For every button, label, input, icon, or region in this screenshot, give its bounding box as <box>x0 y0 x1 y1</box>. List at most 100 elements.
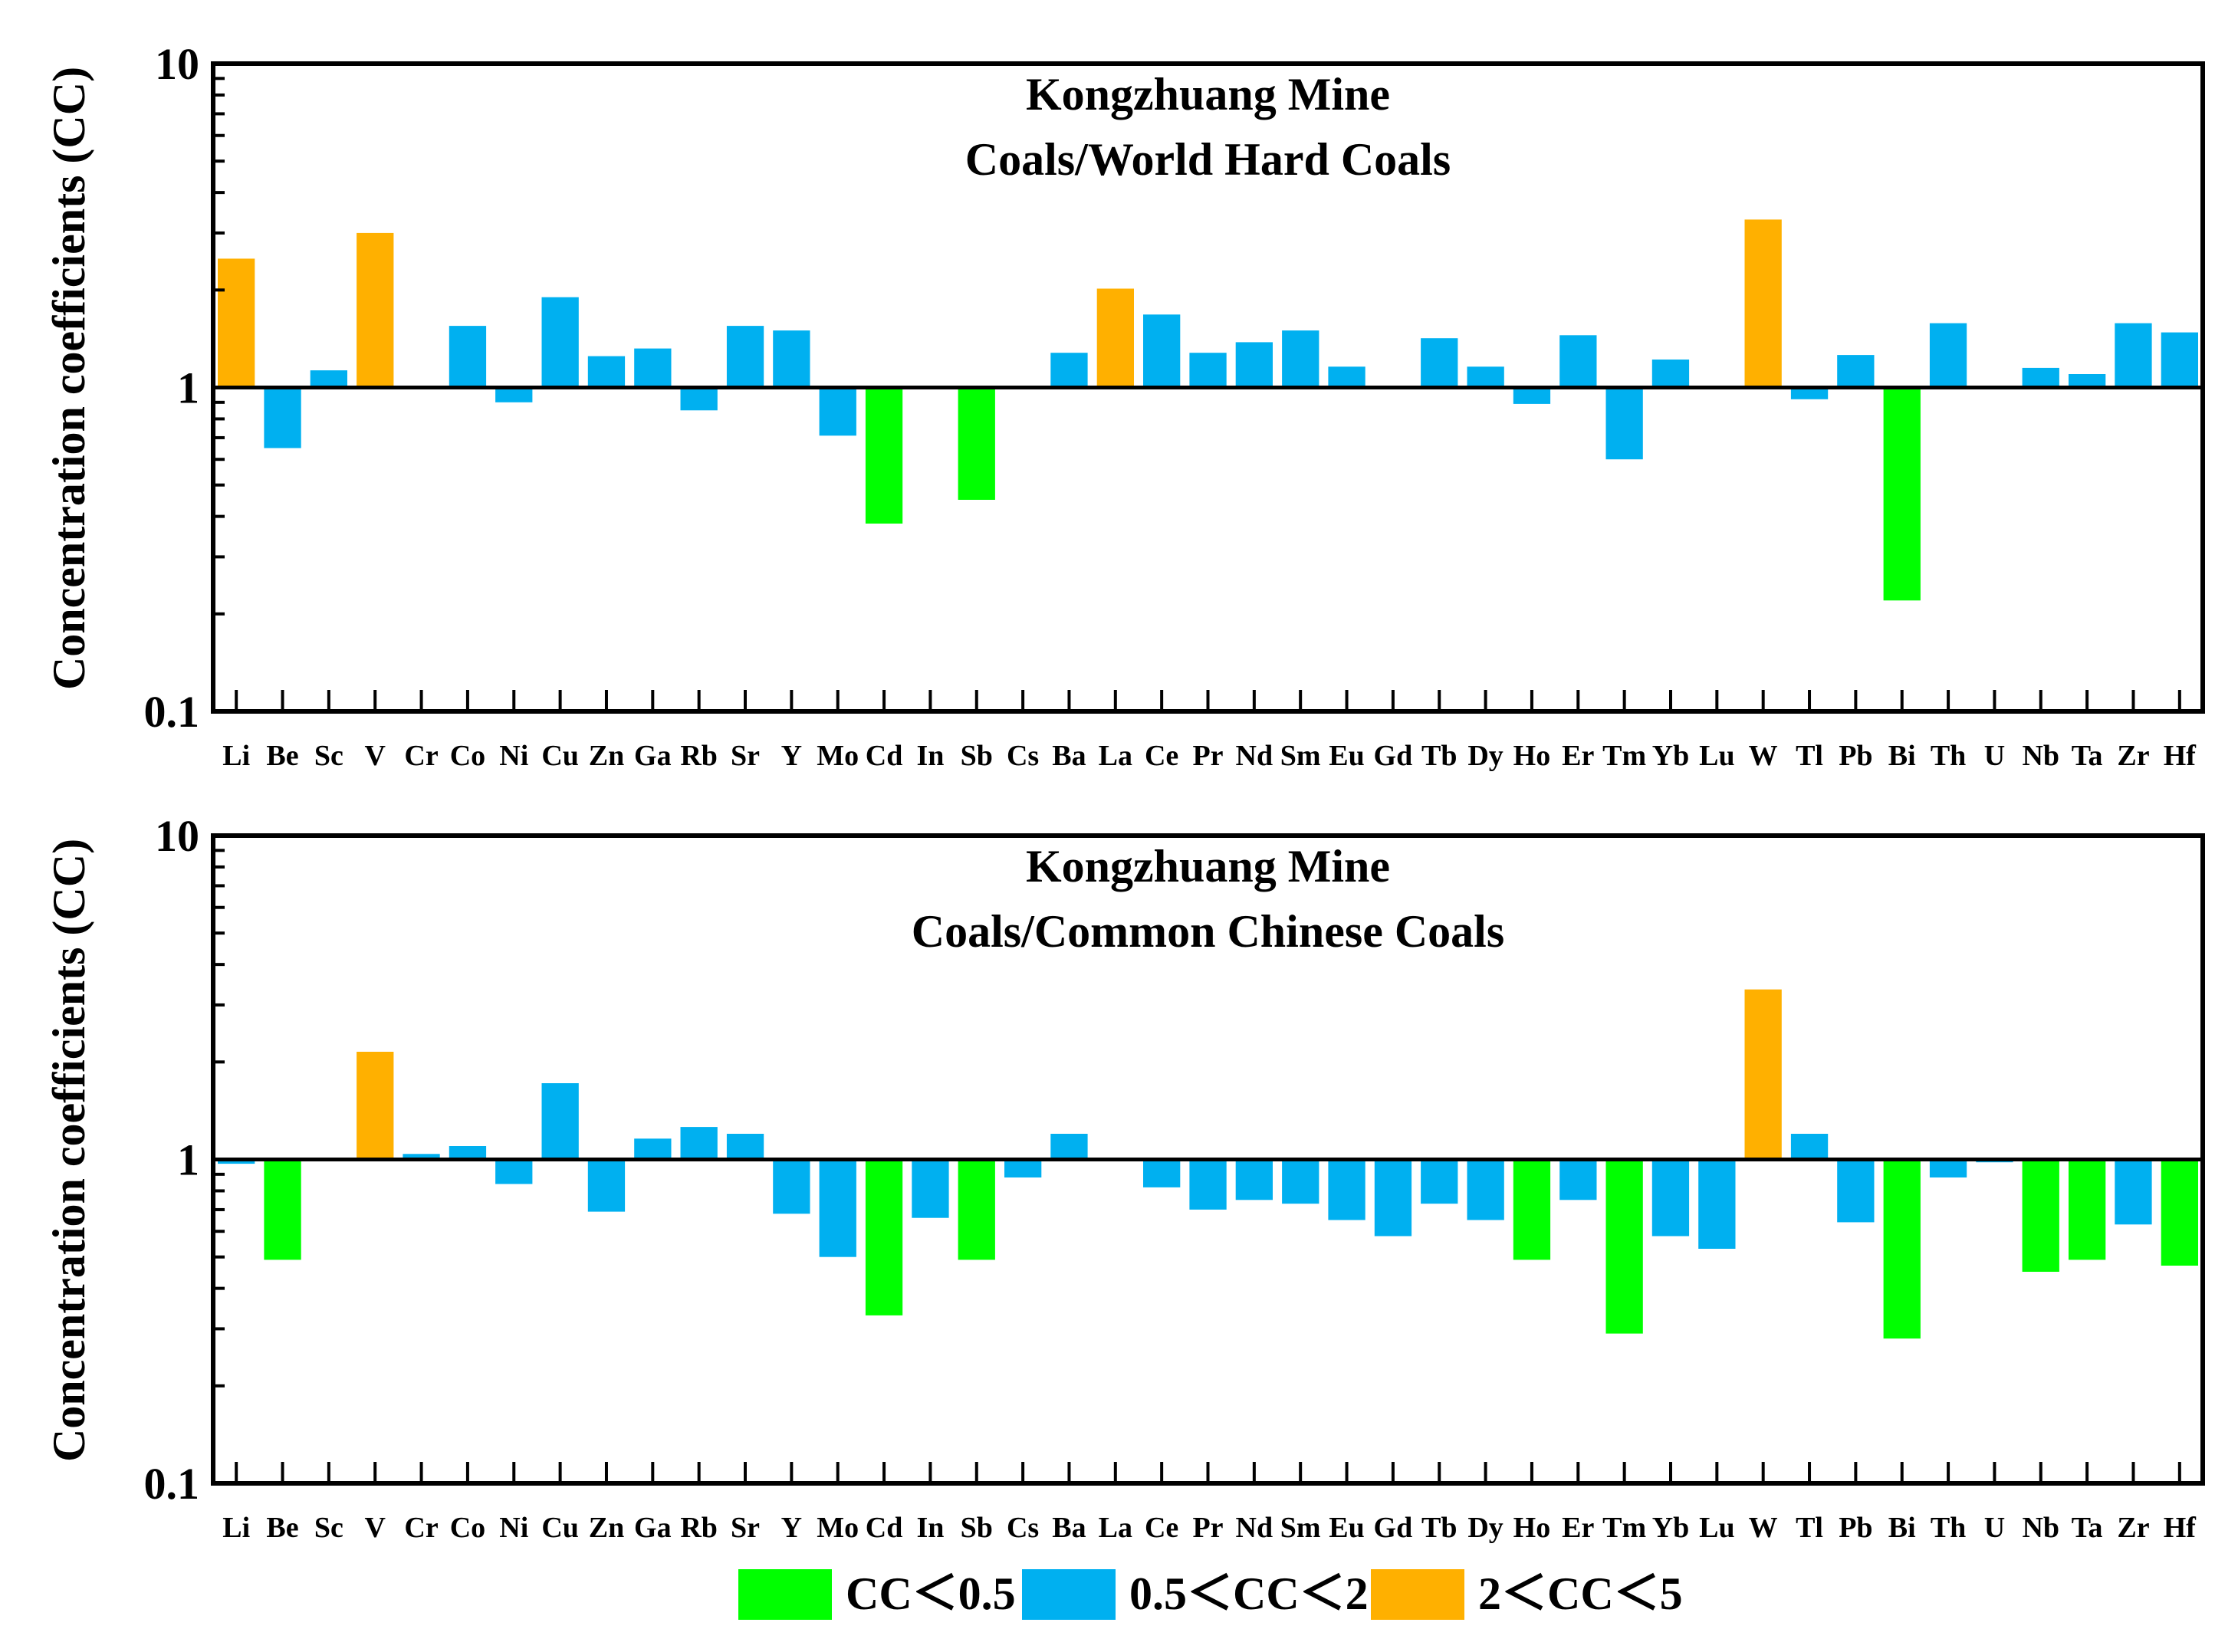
bar-Yb <box>1651 360 1690 388</box>
chart-title-line2: Coals/Common Chinese Coals <box>912 906 1504 957</box>
bar-Tb <box>1421 1159 1458 1204</box>
x-tick-label-Tl: Tl <box>1796 1512 1823 1544</box>
bar-Bi <box>1883 1159 1921 1339</box>
bar-Ho <box>1513 387 1551 404</box>
x-tick-label-Rb: Rb <box>680 1512 718 1544</box>
y-tick-label: 0.1 <box>144 1459 200 1509</box>
x-tick-label-Sm: Sm <box>1280 1512 1321 1544</box>
chart-title-line2: Coals/World Hard Coals <box>965 134 1451 185</box>
x-tick-label-Ba: Ba <box>1052 1512 1086 1544</box>
x-tick-label-Cd: Cd <box>866 740 903 772</box>
bar-Ba <box>1050 1134 1088 1160</box>
bar-Th <box>1929 323 1967 388</box>
x-tick-label-Ba: Ba <box>1052 740 1086 772</box>
legend-label-mid: 0.5＜CC＜2 <box>1129 1568 1369 1619</box>
bar-Tm <box>1605 1159 1643 1334</box>
legend-label-high: 2＜CC＜5 <box>1478 1568 1683 1619</box>
legend-swatch-high <box>1371 1569 1464 1620</box>
bar-Pb <box>1837 1159 1875 1223</box>
bar-Dy <box>1467 1159 1504 1220</box>
x-tick-label-Y: Y <box>781 740 802 772</box>
legend-swatch-low <box>738 1569 832 1620</box>
x-tick-label-Th: Th <box>1931 1512 1966 1544</box>
bar-Nb <box>2022 1159 2059 1272</box>
bar-Ta <box>2069 1159 2106 1260</box>
x-tick-label-Zr: Zr <box>2117 1512 2149 1544</box>
bar-Pr <box>1189 353 1227 388</box>
panel-common-chinese-coals: 0.1 1 10 Li Be Sc V Cr Co Ni Cu Zn Ga Rb Sr Y Mo Cd In Sb Cs… <box>44 811 2205 1544</box>
y-tick-label: 0.1 <box>144 687 200 737</box>
bar-Cu <box>541 297 579 388</box>
x-tick-label-Sb: Sb <box>961 740 993 772</box>
bar-V <box>357 1052 394 1160</box>
bar-Zr <box>2115 323 2152 388</box>
y-axis-label: Concentration coefficients (CC) <box>44 67 94 690</box>
bar-Y <box>773 1159 810 1214</box>
bar-Eu <box>1328 1159 1365 1220</box>
x-tick-label-Tb: Tb <box>1421 740 1457 772</box>
x-tick-label-W: W <box>1749 1512 1778 1544</box>
x-tick-label-Be: Be <box>266 1512 298 1544</box>
bar-Th <box>1929 1159 1967 1177</box>
x-tick-label-Lu: Lu <box>1699 740 1734 772</box>
bar-Yb <box>1651 1159 1690 1237</box>
x-tick-label-Nd: Nd <box>1236 740 1273 772</box>
bar-Cs <box>1004 1159 1042 1177</box>
x-tick-label-Zn: Zn <box>589 1512 624 1544</box>
bar-Gd <box>1374 1159 1412 1237</box>
bar-Mo <box>819 1159 856 1257</box>
x-tick-label-Ho: Ho <box>1513 740 1551 772</box>
x-tick-label-La: La <box>1099 740 1132 772</box>
x-tick-label-Sr: Sr <box>731 740 760 772</box>
x-tick-label-Yb: Yb <box>1652 1512 1690 1544</box>
bar-Sb <box>958 387 995 500</box>
x-tick-label-Tl: Tl <box>1796 740 1823 772</box>
x-tick-label-Ni: Ni <box>499 1512 528 1544</box>
x-tick-label-Cu: Cu <box>541 740 579 772</box>
x-tick-label-Gd: Gd <box>1374 740 1413 772</box>
x-tick-label-Er: Er <box>1562 1512 1594 1544</box>
bar-Sm <box>1282 330 1319 388</box>
y-tick-label: 1 <box>177 1135 199 1185</box>
x-tick-label-La: La <box>1099 1512 1132 1544</box>
bar-Li <box>218 258 255 388</box>
x-tick-label-Nd: Nd <box>1236 1512 1273 1544</box>
x-tick-label-Ce: Ce <box>1145 740 1178 772</box>
bar-Pr <box>1189 1159 1227 1210</box>
x-tick-label-In: In <box>916 740 944 772</box>
bar-Tm <box>1605 387 1643 460</box>
bar-Nd <box>1235 342 1273 388</box>
bar-Be <box>264 1159 301 1260</box>
bar-Ni <box>495 387 533 402</box>
x-tick-label-Zr: Zr <box>2117 740 2149 772</box>
x-tick-label-Hf: Hf <box>2164 1512 2197 1544</box>
panel-world-hard-coals: 0.1 1 10 Li Be Sc V Cr Co Ni Cu Zn Ga Rb Sr Y Mo Cd In Sb Cs… <box>44 39 2205 772</box>
x-tick-label-Hf: Hf <box>2164 740 2197 772</box>
x-tick-label-Pr: Pr <box>1192 1512 1223 1544</box>
bar-Sb <box>958 1159 995 1260</box>
bar-Eu <box>1328 366 1365 388</box>
x-tick-label-Be: Be <box>266 740 298 772</box>
x-tick-label-Eu: Eu <box>1329 1512 1364 1544</box>
x-tick-label-Lu: Lu <box>1699 1512 1734 1544</box>
bar-Cr <box>403 1154 440 1160</box>
x-tick-label-Ta: Ta <box>2072 1512 2103 1544</box>
x-tick-label-Nb: Nb <box>2022 1512 2059 1544</box>
y-axis-label: Concentration coefficients (CC) <box>44 839 94 1462</box>
bar-Nd <box>1235 1159 1273 1200</box>
bar-Cd <box>865 1159 903 1315</box>
bar-Sc <box>310 370 347 388</box>
x-tick-label-Zn: Zn <box>589 740 624 772</box>
bar-Sr <box>726 1134 764 1160</box>
bar-Cd <box>865 387 903 524</box>
x-tick-label-Tb: Tb <box>1421 1512 1457 1544</box>
bar-W <box>1744 219 1782 388</box>
bar-Rb <box>680 1127 718 1160</box>
x-tick-label-Rb: Rb <box>680 740 718 772</box>
bar-Ga <box>634 348 672 388</box>
bar-In <box>912 1159 949 1218</box>
bar-Ho <box>1513 1159 1551 1260</box>
x-tick-label-Sb: Sb <box>961 1512 993 1544</box>
bar-Y <box>773 330 810 388</box>
bar-Ga <box>634 1138 672 1160</box>
